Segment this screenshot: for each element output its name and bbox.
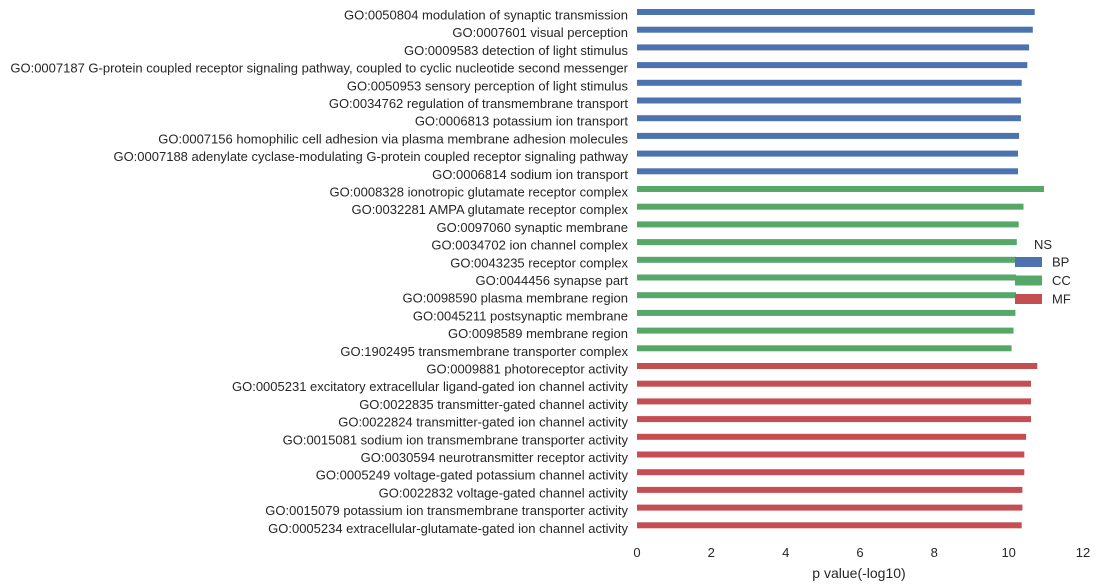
bar-mf-28 xyxy=(637,504,1023,511)
category-label: GO:0030594 neurotransmitter receptor act… xyxy=(361,450,629,465)
legend: NS BP CC MF xyxy=(1015,237,1071,307)
bar-cc-12 xyxy=(637,221,1019,228)
legend-label-mf: MF xyxy=(1052,292,1071,307)
x-tick-label: 12 xyxy=(1076,545,1090,560)
x-tick-label: 10 xyxy=(1001,545,1015,560)
category-label: GO:0022824 transmitter-gated ion channel… xyxy=(338,415,628,430)
category-label: GO:0005249 voltage-gated potassium chann… xyxy=(316,468,629,483)
bar-mf-22 xyxy=(637,398,1031,405)
category-label: GO:0009583 detection of light stimulus xyxy=(404,43,629,58)
category-label: GO:0006814 sodium ion transport xyxy=(432,167,628,182)
category-label: GO:0098589 membrane region xyxy=(448,326,628,341)
bar-bp-1 xyxy=(637,26,1033,33)
category-label: GO:0097060 synaptic membrane xyxy=(437,220,629,235)
bar-bp-2 xyxy=(637,44,1030,51)
x-tick-label: 0 xyxy=(633,545,640,560)
bar-cc-11 xyxy=(637,203,1024,210)
bar-bp-5 xyxy=(637,97,1021,104)
category-label: GO:0007187 G-protein coupled receptor si… xyxy=(10,61,628,76)
legend-swatch-bp xyxy=(1015,257,1042,267)
x-tick-label: 4 xyxy=(782,545,789,560)
category-label: GO:0005234 extracellular-glutamate-gated… xyxy=(268,521,628,536)
bar-bp-9 xyxy=(637,168,1018,175)
category-label: GO:0022835 transmitter-gated channel act… xyxy=(359,397,628,412)
category-labels: GO:0050804 modulation of synaptic transm… xyxy=(10,8,628,536)
bar-cc-16 xyxy=(637,292,1017,299)
bar-mf-29 xyxy=(637,522,1022,529)
bar-mf-24 xyxy=(637,433,1027,440)
category-label: GO:0032281 AMPA glutamate receptor compl… xyxy=(351,202,628,217)
legend-swatch-cc xyxy=(1015,275,1042,286)
category-label: GO:0022832 voltage-gated channel activit… xyxy=(379,485,629,500)
category-label: GO:0006813 potassium ion transport xyxy=(415,114,629,129)
category-label: GO:0015079 potassium ion transmembrane t… xyxy=(265,503,628,518)
bar-bp-4 xyxy=(637,79,1022,86)
bar-mf-21 xyxy=(637,380,1031,387)
category-label: GO:0045211 postsynaptic membrane xyxy=(413,308,628,323)
legend-swatch-mf xyxy=(1015,294,1042,304)
bar-cc-15 xyxy=(637,274,1017,281)
category-label: GO:0043235 receptor complex xyxy=(450,255,628,270)
bar-mf-25 xyxy=(637,451,1025,458)
category-label: GO:0050804 modulation of synaptic transm… xyxy=(344,8,628,23)
bar-mf-23 xyxy=(637,416,1031,423)
bar-cc-17 xyxy=(637,309,1016,316)
category-label: GO:0098590 plasma membrane region xyxy=(403,291,628,306)
category-label: GO:0015081 sodium ion transmembrane tran… xyxy=(283,432,629,447)
category-label: GO:0005231 excitatory extracellular liga… xyxy=(232,379,629,394)
category-label: GO:0034762 regulation of transmembrane t… xyxy=(329,96,629,111)
bar-cc-18 xyxy=(637,327,1014,334)
category-label: GO:0008328 ionotropic glutamate receptor… xyxy=(330,185,629,200)
bar-mf-26 xyxy=(637,469,1025,476)
bar-bp-3 xyxy=(637,62,1028,69)
legend-title: NS xyxy=(1034,237,1052,252)
x-tick-label: 2 xyxy=(708,545,715,560)
bar-bp-8 xyxy=(637,150,1018,157)
bar-cc-10 xyxy=(637,186,1044,192)
x-tick-label: 8 xyxy=(931,545,938,560)
bar-cc-14 xyxy=(637,256,1017,263)
bar-mf-27 xyxy=(637,486,1023,493)
category-label: GO:1902495 transmembrane transporter com… xyxy=(340,344,628,359)
x-axis-label: p value(-log10) xyxy=(812,565,905,581)
category-label: GO:0007601 visual perception xyxy=(452,25,628,40)
bar-mf-20 xyxy=(637,363,1038,369)
bar-cc-13 xyxy=(637,239,1017,246)
category-label: GO:0007188 adenylate cyclase-modulating … xyxy=(113,149,628,164)
x-tick-label: 6 xyxy=(856,545,863,560)
category-label: GO:0034702 ion channel complex xyxy=(431,238,628,253)
legend-label-bp: BP xyxy=(1052,255,1069,270)
bar-bp-7 xyxy=(637,132,1020,139)
bar-bp-6 xyxy=(637,115,1021,122)
category-label: GO:0044456 synapse part xyxy=(476,273,629,288)
legend-label-cc: CC xyxy=(1052,273,1071,288)
category-label: GO:0050953 sensory perception of light s… xyxy=(347,78,629,93)
category-label: GO:0009881 photoreceptor activity xyxy=(426,362,628,377)
category-label: GO:0007156 homophilic cell adhesion via … xyxy=(158,131,628,146)
bar-bp-0 xyxy=(637,9,1035,15)
bar-cc-19 xyxy=(637,345,1012,352)
bars-group xyxy=(637,9,1044,529)
x-axis-ticks: 0 2 4 6 8 10 12 xyxy=(633,545,1090,560)
